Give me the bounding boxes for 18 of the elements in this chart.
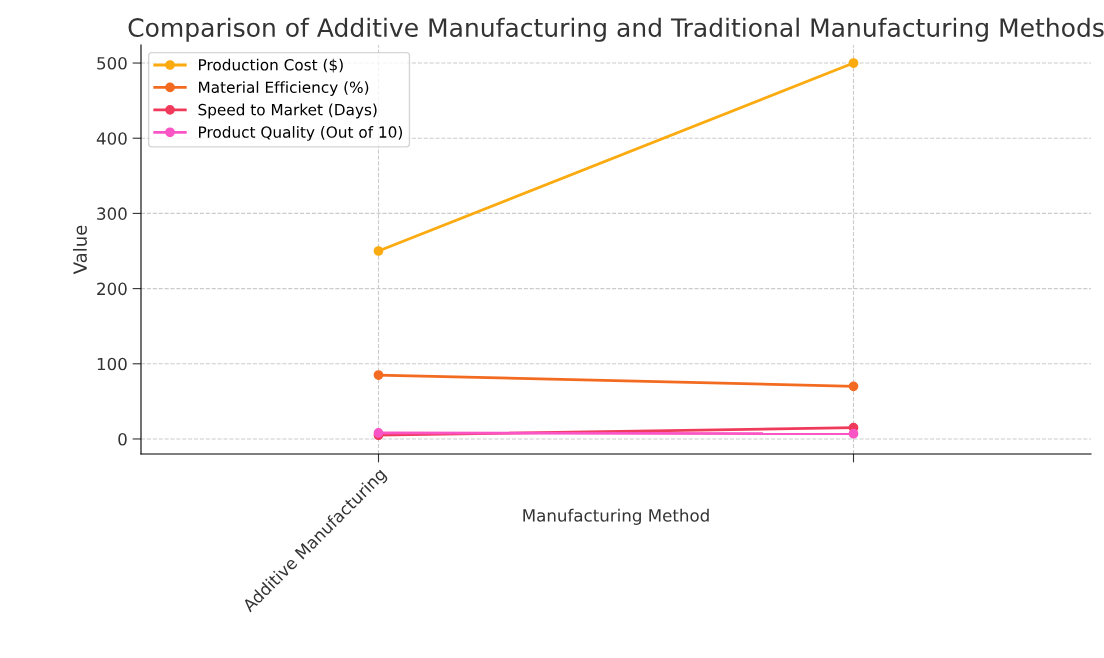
chart-title: Comparison of Additive Manufacturing and Traditional Manufacturing Methods bbox=[128, 17, 1104, 42]
point bbox=[848, 381, 859, 392]
legend-label: Product Quality (Out of 10) bbox=[199, 126, 403, 141]
y-tick-label: 200 bbox=[97, 282, 127, 296]
y-tick-label: 100 bbox=[97, 357, 127, 371]
legend-label: Material Efficiency (%) bbox=[199, 81, 369, 96]
y-axis-title: Value bbox=[72, 225, 87, 275]
legend-label: Production Cost ($) bbox=[199, 58, 343, 73]
point bbox=[848, 428, 859, 439]
point bbox=[373, 370, 384, 380]
y-tick-label: 300 bbox=[97, 207, 127, 220]
y-tick-label: 0 bbox=[118, 432, 127, 446]
y-tick-label: 500 bbox=[97, 57, 127, 70]
x-axis-title: Manufacturing Method bbox=[523, 508, 709, 525]
point bbox=[848, 58, 859, 68]
y-tick-label: 400 bbox=[96, 132, 127, 145]
legend-label: Speed to Market (Days) bbox=[198, 103, 377, 119]
point bbox=[373, 246, 384, 256]
